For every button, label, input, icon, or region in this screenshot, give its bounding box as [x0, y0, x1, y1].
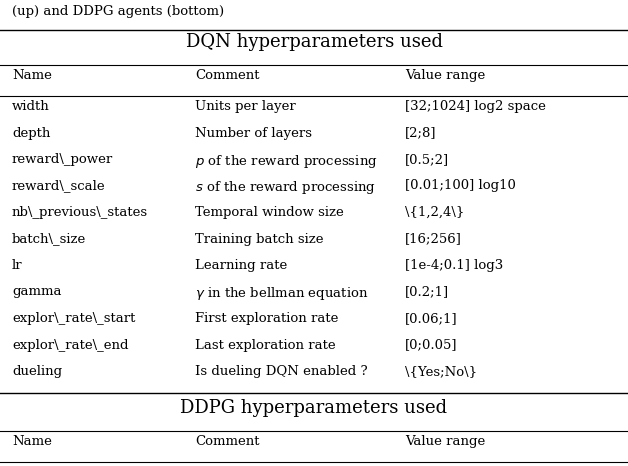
Text: reward\_power: reward\_power: [12, 153, 113, 166]
Text: DDPG hyperparameters used: DDPG hyperparameters used: [180, 398, 448, 417]
Text: explor\_rate\_start: explor\_rate\_start: [12, 312, 136, 325]
Text: $\gamma$ in the bellman equation: $\gamma$ in the bellman equation: [195, 286, 369, 302]
Text: First exploration rate: First exploration rate: [195, 312, 338, 325]
Text: Learning rate: Learning rate: [195, 259, 287, 272]
Text: Number of layers: Number of layers: [195, 126, 312, 139]
Text: lr: lr: [12, 259, 23, 272]
Text: Is dueling DQN enabled ?: Is dueling DQN enabled ?: [195, 365, 367, 378]
Text: [1e-4;0.1] log3: [1e-4;0.1] log3: [405, 259, 503, 272]
Text: Temporal window size: Temporal window size: [195, 206, 344, 219]
Text: [0;0.05]: [0;0.05]: [405, 338, 458, 351]
Text: $s$ of the reward processing: $s$ of the reward processing: [195, 179, 376, 197]
Text: [0.2;1]: [0.2;1]: [405, 286, 449, 299]
Text: Training batch size: Training batch size: [195, 233, 323, 246]
Text: DQN hyperparameters used: DQN hyperparameters used: [185, 33, 443, 51]
Text: dueling: dueling: [12, 365, 62, 378]
Text: explor\_rate\_end: explor\_rate\_end: [12, 338, 129, 351]
Text: (up) and DDPG agents (bottom): (up) and DDPG agents (bottom): [12, 5, 224, 18]
Text: Name: Name: [12, 434, 52, 447]
Text: Comment: Comment: [195, 434, 259, 447]
Text: [32;1024] log2 space: [32;1024] log2 space: [405, 100, 546, 113]
Text: Value range: Value range: [405, 434, 485, 447]
Text: [0.5;2]: [0.5;2]: [405, 153, 449, 166]
Text: Last exploration rate: Last exploration rate: [195, 338, 335, 351]
Text: [0.01;100] log10: [0.01;100] log10: [405, 179, 516, 192]
Text: $p$ of the reward processing: $p$ of the reward processing: [195, 153, 377, 170]
Text: [16;256]: [16;256]: [405, 233, 462, 246]
Text: [2;8]: [2;8]: [405, 126, 436, 139]
Text: Units per layer: Units per layer: [195, 100, 296, 113]
Text: depth: depth: [12, 126, 50, 139]
Text: Value range: Value range: [405, 69, 485, 82]
Text: reward\_scale: reward\_scale: [12, 179, 106, 192]
Text: gamma: gamma: [12, 286, 62, 299]
Text: [0.06;1]: [0.06;1]: [405, 312, 458, 325]
Text: Name: Name: [12, 69, 52, 82]
Text: \{Yes;No\}: \{Yes;No\}: [405, 365, 477, 378]
Text: Comment: Comment: [195, 69, 259, 82]
Text: width: width: [12, 100, 50, 113]
Text: \{1,2,4\}: \{1,2,4\}: [405, 206, 464, 219]
Text: nb\_previous\_states: nb\_previous\_states: [12, 206, 148, 219]
Text: batch\_size: batch\_size: [12, 233, 86, 246]
